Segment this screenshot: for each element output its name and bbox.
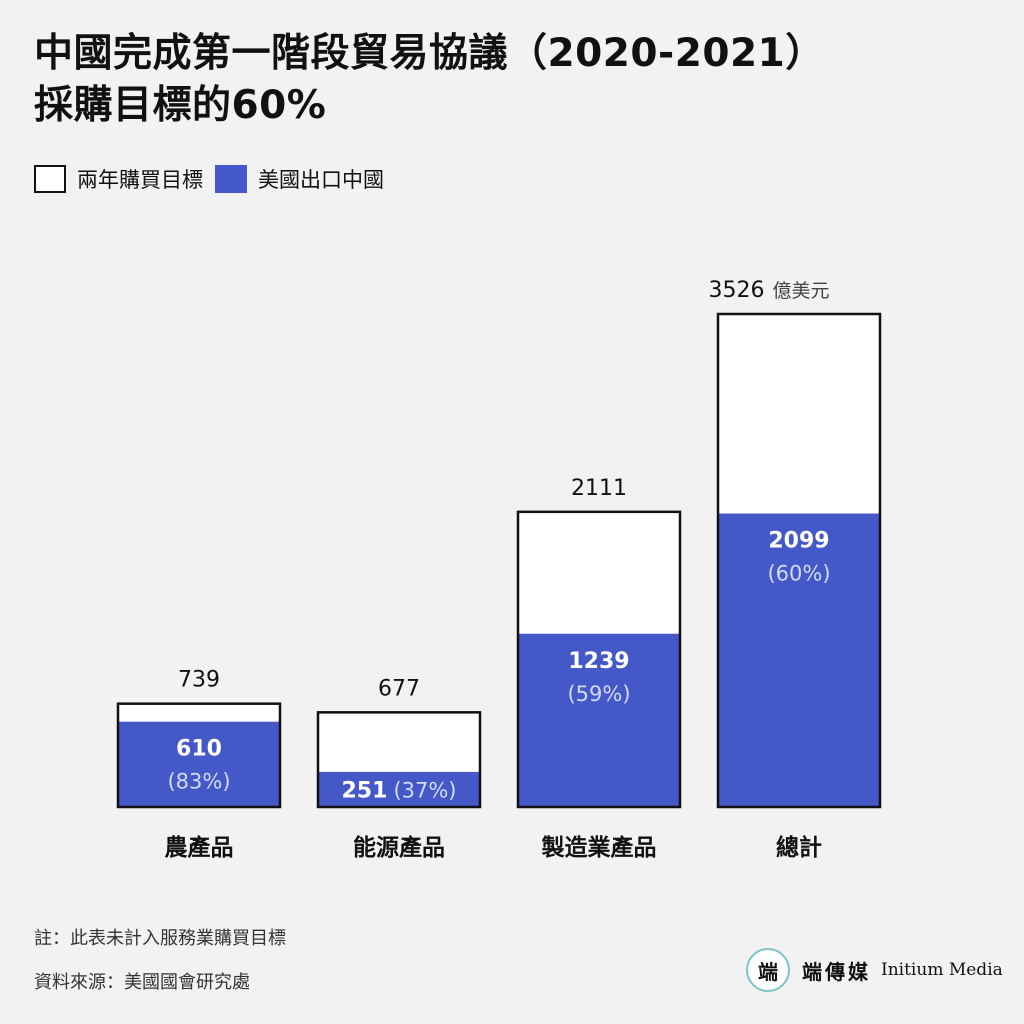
actual-bar (718, 513, 880, 807)
source-note: 資料來源：美國國會研究處 (34, 972, 250, 993)
target-value-label: 739 (178, 668, 220, 693)
actual-bar (118, 721, 280, 807)
actual-bar (518, 633, 680, 807)
actual-value-label: 1239 (568, 649, 629, 674)
bar-chart: 739 610 (83%) 農產品 677 251 (37%) 能源產品 2111 1239 (59… (116, 278, 882, 861)
legend-item-target: 兩年購買目標 (34, 164, 203, 194)
title-line-2: 採購目標的60% (34, 83, 327, 128)
brand-name-en: Initium Media (881, 960, 1003, 980)
category-label: 總計 (776, 834, 822, 861)
chart-title: 中國完成第一階段貿易協議（2020-2021） 採購目標的60% (34, 28, 934, 132)
percent-label: (59%) (567, 682, 630, 706)
target-bar-outline (116, 702, 282, 809)
brand-mark-icon: 端 (746, 948, 790, 992)
target-value-label: 677 (378, 676, 420, 701)
category-label: 能源產品 (353, 834, 445, 861)
target-bar-outline (516, 510, 682, 809)
target-bar-outline (716, 312, 882, 809)
brand-logo: 端 端傳媒 Initium Media (746, 948, 1003, 992)
actual-value-label: 251 (37%) (342, 778, 457, 803)
target-value-label: 3526 億美元 (708, 278, 829, 303)
category-label: 製造業產品 (541, 834, 657, 861)
category-label: 農產品 (165, 834, 234, 861)
legend-label-actual: 美國出口中國 (258, 168, 384, 192)
percent-label: (83%) (167, 770, 230, 794)
legend-item-actual: 美國出口中國 (215, 164, 384, 194)
brand-name-cn: 端傳媒 (802, 959, 871, 984)
target-value-label: 2111 (571, 476, 627, 501)
actual-bar (318, 771, 480, 807)
actual-value-label: 610 (176, 737, 222, 762)
legend-swatch-target (34, 165, 66, 193)
footnote: 註：此表未計入服務業購買目標 (34, 928, 286, 949)
legend-label-target: 兩年購買目標 (77, 168, 203, 192)
legend: 兩年購買目標 美國出口中國 (34, 164, 396, 194)
legend-swatch-actual (215, 165, 247, 193)
percent-label: (60%) (767, 562, 830, 586)
title-line-1: 中國完成第一階段貿易協議（2020-2021） (34, 31, 825, 76)
actual-value-label: 2099 (768, 529, 829, 554)
target-bar-outline (316, 711, 482, 809)
